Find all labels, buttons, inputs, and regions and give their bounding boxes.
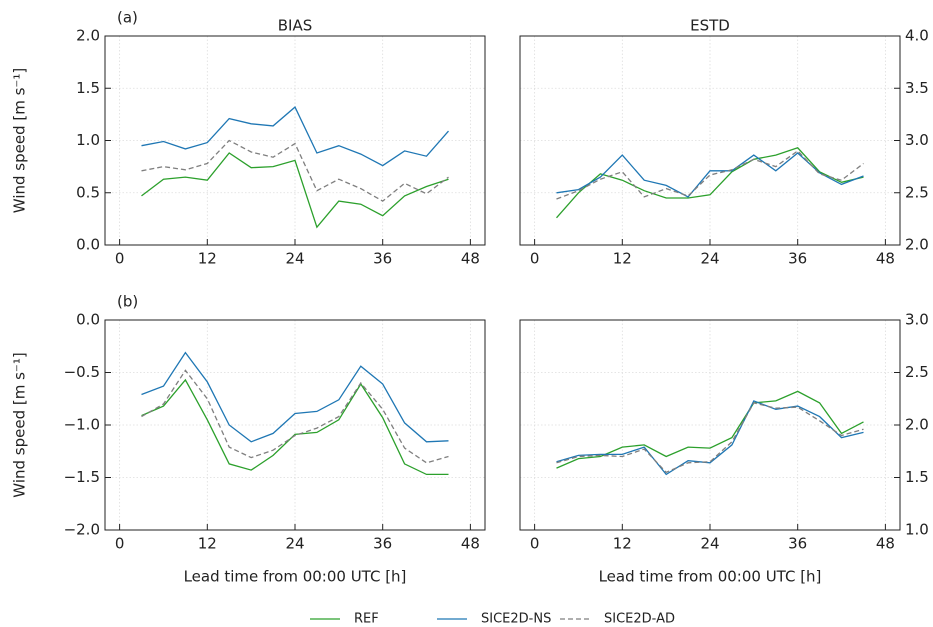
x-tick-label: 0 (115, 250, 125, 268)
y-tick-label: 2.5 (905, 183, 929, 201)
y-tick-label: 0.0 (76, 236, 100, 254)
panel-title: BIAS (278, 17, 313, 35)
series-line (556, 402, 864, 474)
x-tick-label: 12 (613, 535, 632, 553)
plot-frame (519, 35, 901, 246)
x-tick-label: 36 (373, 535, 392, 553)
y-tick-label: −1.5 (64, 468, 100, 486)
plot-frame (104, 319, 486, 531)
series-line (556, 150, 864, 200)
panel-title: ESTD (690, 17, 730, 35)
panel-label: (b) (117, 293, 138, 311)
x-tick-label: 24 (700, 250, 719, 268)
x-tick-label: 12 (613, 250, 632, 268)
series-line (141, 106, 449, 167)
legend-label: SICE2D-AD (604, 612, 675, 627)
legend-label: SICE2D-NS (481, 612, 551, 627)
y-tick-label: 2.5 (905, 363, 929, 381)
x-tick-label: 48 (461, 535, 480, 553)
x-tick-label: 48 (876, 535, 895, 553)
series-line (556, 400, 864, 476)
series-line (556, 390, 864, 469)
y-tick-label: 3.0 (905, 311, 929, 329)
x-tick-label: 12 (198, 535, 217, 553)
y-tick-label: 1.0 (76, 131, 100, 149)
x-tick-label: 48 (876, 250, 895, 268)
x-tick-label: 0 (530, 250, 540, 268)
x-tick-label: 24 (285, 250, 304, 268)
y-tick-label: 3.5 (905, 79, 929, 97)
series-line (141, 378, 449, 476)
y-tick-label: 0.0 (76, 311, 100, 329)
y-tick-label: 4.0 (905, 27, 929, 45)
y-tick-label: −0.5 (64, 363, 100, 381)
x-tick-label: 48 (461, 250, 480, 268)
x-tick-label: 24 (285, 535, 304, 553)
x-tick-label: 0 (530, 535, 540, 553)
x-tick-label: 36 (788, 535, 807, 553)
y-tick-label: 0.5 (76, 183, 100, 201)
plot-frame (104, 35, 486, 246)
x-tick-label: 36 (373, 250, 392, 268)
y-tick-label: 3.0 (905, 131, 929, 149)
series-line (556, 147, 864, 219)
series-line (141, 152, 449, 229)
x-tick-label: 0 (115, 535, 125, 553)
y-tick-label: 2.0 (905, 416, 929, 434)
y-tick-label: 1.5 (905, 468, 929, 486)
y-tick-label: 1.0 (905, 521, 929, 539)
y-tick-label: −1.0 (64, 416, 100, 434)
y-tick-label: 1.5 (76, 79, 100, 97)
x-axis-label: Lead time from 00:00 UTC [h] (599, 568, 822, 586)
y-axis-label: Wind speed [m s⁻¹] (11, 68, 29, 213)
y-tick-label: −2.0 (64, 521, 100, 539)
x-axis-label: Lead time from 00:00 UTC [h] (184, 568, 407, 586)
series-line (141, 369, 449, 464)
x-tick-label: 12 (198, 250, 217, 268)
y-tick-label: 2.0 (76, 27, 100, 45)
panel-label: (a) (117, 9, 138, 27)
x-tick-label: 36 (788, 250, 807, 268)
series-line (141, 139, 449, 202)
series-line (141, 351, 449, 443)
x-tick-label: 24 (700, 535, 719, 553)
y-axis-label: Wind speed [m s⁻¹] (11, 352, 29, 497)
legend-label: REF (354, 612, 379, 627)
plot-frame (519, 319, 901, 531)
y-tick-label: 2.0 (905, 236, 929, 254)
